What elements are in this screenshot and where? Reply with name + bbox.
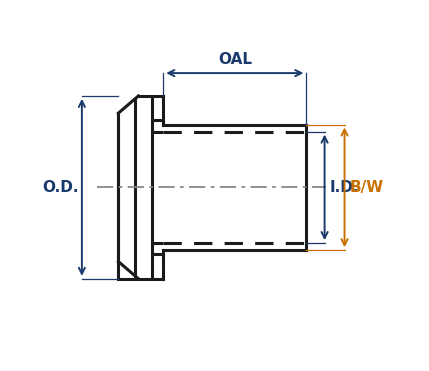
- Text: O.D.: O.D.: [42, 180, 79, 195]
- Text: I.D.: I.D.: [329, 180, 359, 195]
- Text: B/W: B/W: [350, 180, 384, 195]
- Text: OAL: OAL: [218, 52, 252, 68]
